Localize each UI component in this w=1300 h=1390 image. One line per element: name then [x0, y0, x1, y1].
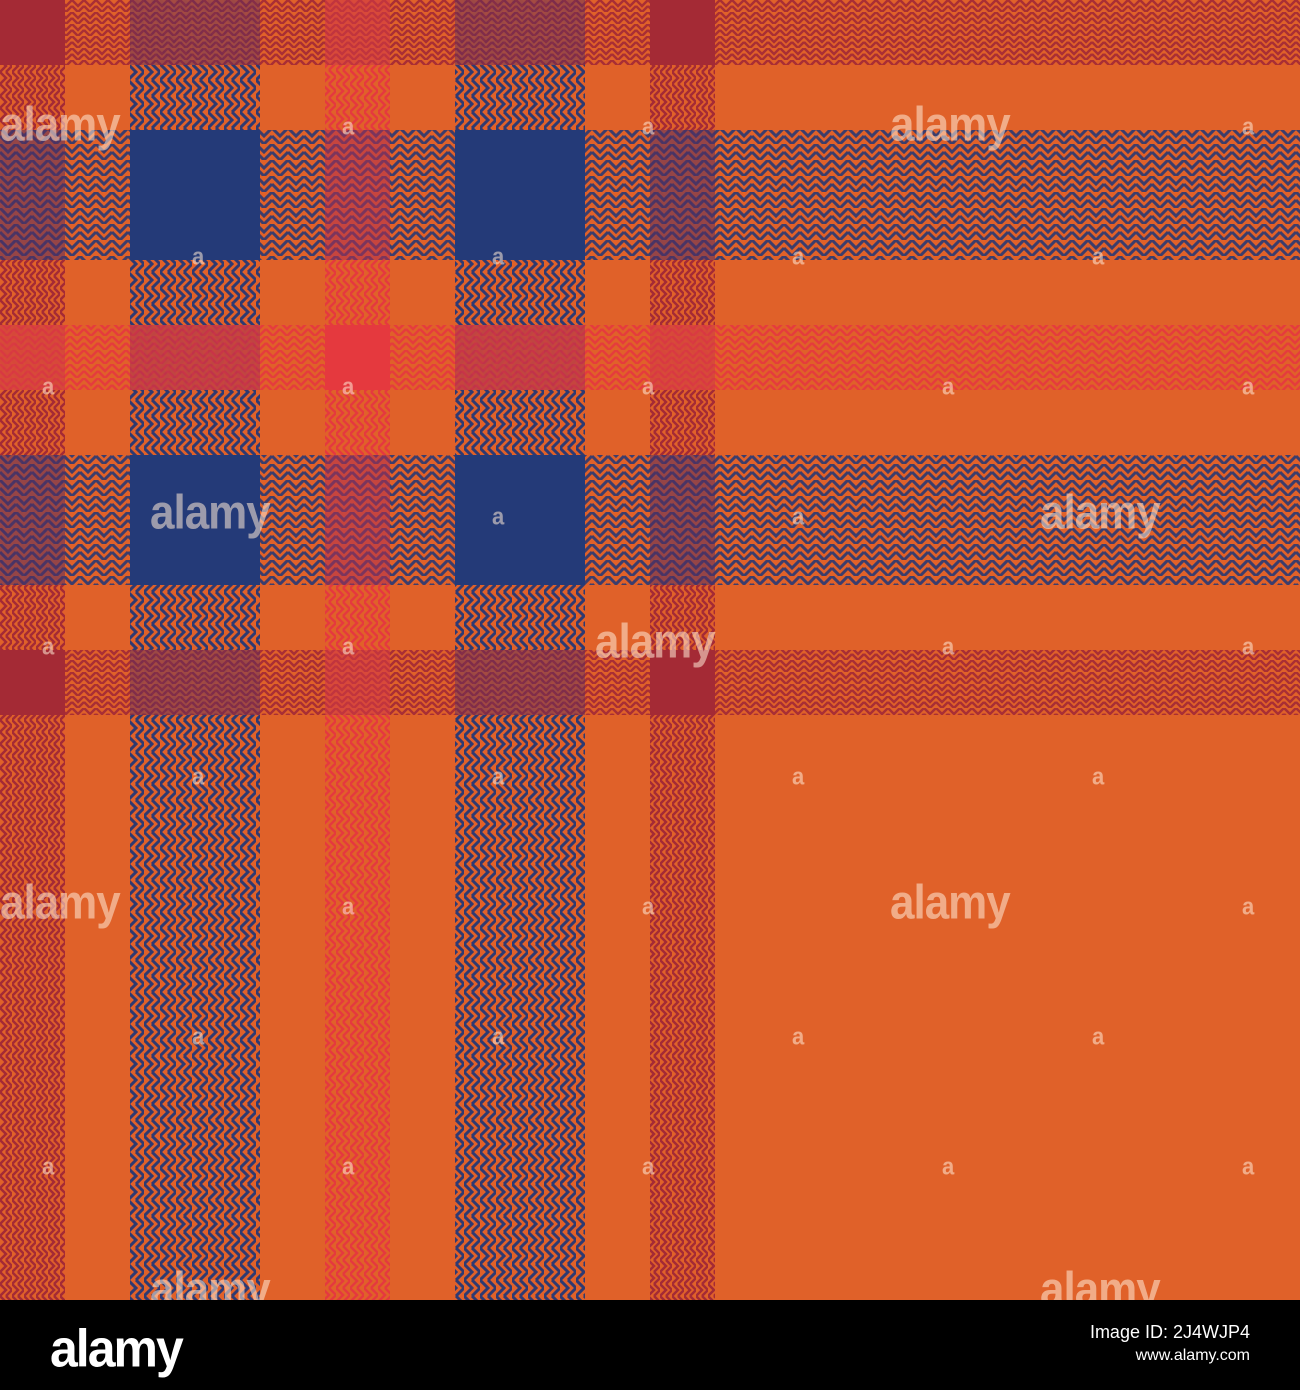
- watermark-glyph: a: [1092, 762, 1104, 791]
- alamy-logo: alamy: [50, 1319, 184, 1378]
- watermark-glyph: a: [1092, 242, 1104, 271]
- watermark-glyph: a: [1242, 112, 1254, 141]
- watermark-glyph: a: [192, 1022, 204, 1051]
- watermark-glyph: a: [642, 112, 654, 141]
- watermark-glyph: a: [342, 112, 354, 141]
- watermark: alamy: [890, 875, 1011, 930]
- watermark-glyph: a: [42, 632, 54, 661]
- plaid-fabric-image: [0, 0, 1300, 1300]
- watermark-glyph: a: [1242, 892, 1254, 921]
- watermark-glyph: a: [1242, 372, 1254, 401]
- watermark-glyph: a: [1242, 1152, 1254, 1181]
- watermark: alamy: [0, 875, 121, 930]
- watermark-glyph: a: [42, 1152, 54, 1181]
- watermark-glyph: a: [1092, 1022, 1104, 1051]
- stock-footer-bar: alamy Image ID: 2J4WJP4 www.alamy.com: [0, 1300, 1300, 1390]
- watermark-glyph: a: [942, 372, 954, 401]
- watermark-glyph: a: [492, 242, 504, 271]
- watermark: alamy: [150, 485, 271, 540]
- watermark-glyph: a: [342, 892, 354, 921]
- watermark-glyph: a: [492, 1022, 504, 1051]
- watermark-glyph: a: [1242, 632, 1254, 661]
- watermark: alamy: [0, 97, 121, 152]
- watermark-glyph: a: [642, 1152, 654, 1181]
- watermark-glyph: a: [342, 372, 354, 401]
- watermark-glyph: a: [642, 892, 654, 921]
- watermark: alamy: [890, 97, 1011, 152]
- watermark-glyph: a: [192, 242, 204, 271]
- image-info: Image ID: 2J4WJP4 www.alamy.com: [1090, 1320, 1250, 1368]
- watermark-glyph: a: [792, 502, 804, 531]
- watermark-glyph: a: [942, 632, 954, 661]
- watermark-glyph: a: [342, 1152, 354, 1181]
- watermark: alamy: [595, 614, 716, 669]
- watermark-glyph: a: [942, 1152, 954, 1181]
- watermark-glyph: a: [492, 762, 504, 791]
- watermark-glyph: a: [192, 762, 204, 791]
- watermark-glyph: a: [792, 1022, 804, 1051]
- watermark-glyph: a: [792, 762, 804, 791]
- watermark-glyph: a: [642, 372, 654, 401]
- image-id: Image ID: 2J4WJP4: [1089, 1322, 1250, 1342]
- site-link[interactable]: www.alamy.com: [1135, 1347, 1250, 1364]
- watermark-glyph: a: [42, 372, 54, 401]
- watermark-glyph: a: [792, 242, 804, 271]
- watermark: alamy: [1040, 485, 1161, 540]
- watermark-glyph: a: [342, 632, 354, 661]
- watermark-glyph: a: [492, 502, 504, 531]
